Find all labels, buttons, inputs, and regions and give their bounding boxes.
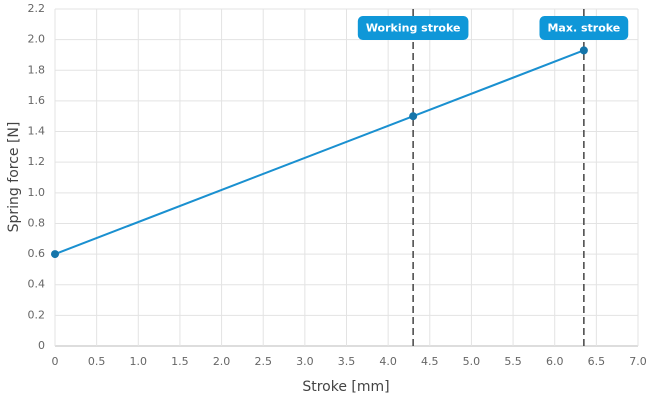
x-tick-label: 6.0 [546, 355, 564, 368]
x-tick-label: 0.5 [88, 355, 106, 368]
x-tick-label: 1.0 [130, 355, 148, 368]
x-tick-label: 4.5 [421, 355, 439, 368]
y-tick-label: 1.6 [28, 94, 46, 107]
annotation-box [357, 16, 469, 40]
annotation-box [539, 16, 629, 40]
y-tick-label: 0.2 [28, 308, 46, 321]
y-tick-label: 1.0 [28, 186, 46, 199]
x-tick-label: 3.0 [296, 355, 314, 368]
y-tick-label: 0.8 [28, 216, 46, 229]
x-axis-title: Stroke [mm] [302, 379, 389, 395]
y-axis-title: Spring force [N] [6, 122, 22, 233]
x-tick-label: 5.0 [463, 355, 481, 368]
x-tick-label: 7.0 [629, 355, 647, 368]
y-tick-label: 2.0 [28, 33, 46, 46]
x-tick-label: 2.5 [254, 355, 272, 368]
x-tick-label: 1.5 [171, 355, 189, 368]
point [51, 250, 59, 259]
y-tick-label: 1.8 [28, 63, 46, 76]
x-tick-label: 3.5 [338, 355, 356, 368]
x-tick-label: 2.0 [213, 355, 231, 368]
y-tick-label: 0.6 [28, 247, 46, 260]
point [409, 112, 418, 121]
x-tick-label: 0 [52, 355, 59, 368]
x-tick-label: 6.5 [588, 355, 606, 368]
annotation-label: Working stroke [366, 22, 461, 35]
y-tick-label: 1.2 [28, 155, 46, 168]
y-tick-label: 2.2 [28, 2, 46, 15]
y-tick-label: 1.4 [28, 125, 46, 138]
y-tick-label: 0.4 [28, 278, 46, 291]
x-tick-label: 5.5 [504, 355, 522, 368]
annotation-label: Max. stroke [547, 22, 620, 35]
point [579, 46, 588, 55]
x-tick-label: 4.0 [379, 355, 397, 368]
y-tick-label: 0 [38, 339, 45, 352]
